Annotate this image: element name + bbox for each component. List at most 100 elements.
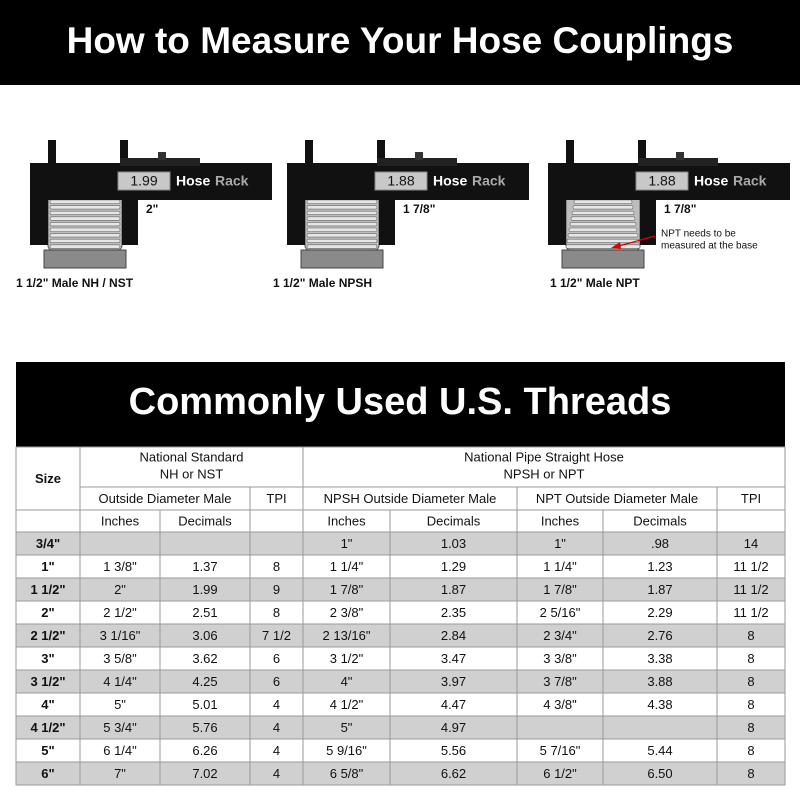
value: 2" — [114, 582, 126, 597]
reading: 1.88 — [648, 173, 675, 189]
value: 6 5/8" — [330, 766, 364, 781]
value: 2.29 — [647, 605, 672, 620]
value: 9 — [273, 582, 280, 597]
size: 1" — [41, 559, 54, 574]
value: 3.38 — [647, 651, 672, 666]
caption: 1 1/2" Male NPSH — [273, 276, 372, 290]
size: 3/4" — [36, 536, 60, 551]
sub-header: Outside Diameter Male — [99, 491, 232, 506]
value: 4 1/2" — [330, 697, 364, 712]
sub-header: TPI — [266, 491, 286, 506]
base — [561, 249, 645, 269]
thread — [49, 205, 121, 210]
thread — [306, 205, 378, 210]
value: 5" — [114, 697, 126, 712]
thread — [49, 216, 121, 221]
thread — [306, 227, 378, 232]
reading: 1.99 — [130, 173, 157, 189]
unit-header: Inches — [327, 513, 366, 528]
brand-b: Rack — [215, 173, 249, 189]
nh-header: NH or NST — [160, 466, 224, 481]
measurement: 1 7/8" — [403, 202, 435, 216]
thumb-screw — [158, 152, 166, 160]
thread — [306, 210, 378, 215]
value: 11 1/2 — [733, 559, 768, 574]
thread — [49, 210, 121, 215]
slider — [120, 158, 200, 166]
arrow-head — [611, 242, 621, 249]
brand-b: Rack — [472, 173, 506, 189]
size: 3 1/2" — [30, 674, 65, 689]
size: 3" — [41, 651, 54, 666]
nps-header: National Pipe Straight Hose — [464, 449, 624, 464]
thread — [306, 222, 378, 227]
value: 7" — [114, 766, 126, 781]
value-cell — [716, 761, 786, 786]
base — [300, 249, 384, 269]
value: 5 9/16" — [326, 743, 367, 758]
value: 6.26 — [192, 743, 217, 758]
value: 6 1/4" — [103, 743, 137, 758]
brand-b: Rack — [733, 173, 767, 189]
value: 2 3/4" — [543, 628, 577, 643]
thread — [49, 244, 121, 249]
size: 4" — [41, 697, 54, 712]
value: 5 3/4" — [103, 720, 137, 735]
value: 5.76 — [192, 720, 217, 735]
table-title: Commonly Used U.S. Threads — [129, 381, 672, 423]
value: 1 7/8" — [330, 582, 364, 597]
value: 4.25 — [192, 674, 217, 689]
value: 8 — [747, 743, 754, 758]
value: 2 13/16" — [323, 628, 371, 643]
value: 3.47 — [441, 651, 466, 666]
value: 8 — [747, 651, 754, 666]
thread — [570, 216, 636, 221]
value-cell — [159, 531, 251, 556]
blank-cell — [249, 509, 304, 533]
value: 6 — [273, 651, 280, 666]
value: 3 5/8" — [103, 651, 137, 666]
value: 8 — [747, 697, 754, 712]
value: 11 1/2 — [733, 605, 768, 620]
thread — [565, 244, 641, 249]
brand-a: Hose — [176, 173, 210, 189]
sub-header: TPI — [741, 491, 761, 506]
value: 1 1/4" — [330, 559, 364, 574]
size: 6" — [41, 766, 54, 781]
thread — [569, 222, 637, 227]
thread — [571, 210, 635, 215]
caption: 1 1/2" Male NPT — [550, 276, 640, 290]
display — [374, 171, 428, 191]
value: 1" — [341, 536, 353, 551]
value: 1 3/8" — [103, 559, 137, 574]
measurement: 2" — [146, 202, 158, 216]
value: 6 — [273, 674, 280, 689]
value: 3.97 — [441, 674, 466, 689]
size: 1 1/2" — [30, 582, 65, 597]
value: 4.38 — [647, 697, 672, 712]
page-title: How to Measure Your Hose Couplings — [67, 20, 734, 61]
value-cell — [516, 715, 604, 740]
nh-header: National Standard — [139, 449, 243, 464]
value: 2.76 — [647, 628, 672, 643]
note: measured at the base — [661, 241, 758, 252]
size: 4 1/2" — [30, 720, 65, 735]
arrow — [614, 235, 656, 248]
value: 8 — [273, 559, 280, 574]
measurement: 1 7/8" — [664, 202, 696, 216]
value: 6.50 — [647, 766, 672, 781]
thread — [306, 244, 378, 249]
thread — [567, 233, 639, 238]
value-cell — [249, 531, 304, 556]
value: 4.47 — [441, 697, 466, 712]
value: 8 — [747, 674, 754, 689]
size-header: Size — [35, 471, 61, 486]
thread — [306, 233, 378, 238]
unit-header: Decimals — [633, 513, 687, 528]
thread — [49, 233, 121, 238]
value: 1.37 — [192, 559, 217, 574]
base — [43, 249, 127, 269]
value: 4 — [273, 743, 280, 758]
value: 1 1/4" — [543, 559, 577, 574]
unit-header: Inches — [541, 513, 580, 528]
